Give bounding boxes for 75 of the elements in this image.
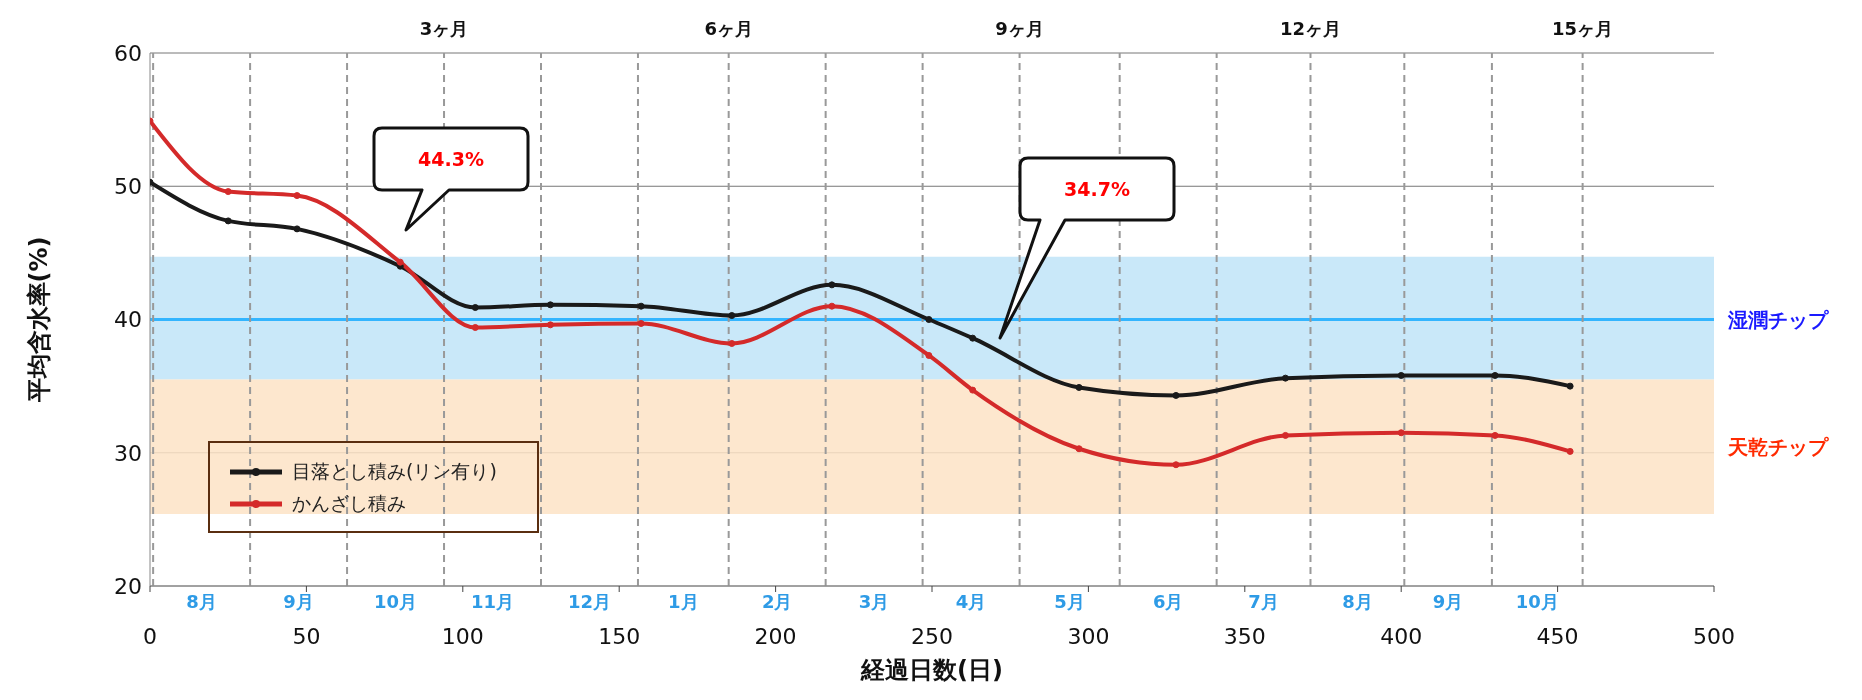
ref-line-label: 3ヶ月	[419, 18, 469, 39]
annotation: 34.7%	[1064, 178, 1130, 200]
text: 8月	[185, 590, 218, 614]
legend-label: 目落とし積み(リン有り)	[292, 459, 497, 484]
text: 11月	[470, 590, 516, 614]
annotation: 44.3%	[418, 148, 484, 170]
point	[471, 324, 479, 331]
y-tick-label: 40	[114, 307, 142, 333]
point	[546, 301, 554, 309]
point	[828, 281, 836, 289]
point	[1172, 461, 1180, 469]
text: 9月	[1431, 590, 1465, 614]
text: 10月	[1514, 590, 1560, 614]
point	[224, 217, 232, 225]
x-tick-label: 50	[292, 624, 321, 649]
legend-label: かんざし積み	[292, 491, 406, 516]
text: 12月	[566, 590, 612, 614]
text: 3月	[857, 590, 891, 614]
point	[1397, 371, 1405, 379]
point	[1172, 391, 1180, 399]
point	[471, 304, 479, 312]
point	[828, 302, 836, 310]
point	[1075, 383, 1083, 391]
x-tick-label: 450	[1536, 624, 1579, 649]
point	[396, 258, 404, 266]
x-tick-label: 0	[143, 624, 157, 649]
point	[1491, 431, 1499, 439]
text: 4月	[954, 590, 988, 614]
y-axis-title: 平均含水率(%)	[24, 236, 53, 404]
point	[969, 334, 977, 342]
band-label: 天乾チップ	[1727, 434, 1829, 459]
x-axis-title: 経過日数(日)	[860, 656, 1003, 684]
text: 9月	[282, 590, 315, 614]
x-tick-label: 300	[1067, 624, 1110, 649]
text: 7月	[1247, 590, 1280, 614]
ref-line-label: 6ヶ月	[704, 18, 753, 39]
text: 10月	[373, 590, 419, 614]
point	[925, 316, 933, 323]
point	[1281, 374, 1289, 382]
x-tick-label: 200	[754, 624, 797, 649]
ref-line-label: 湿潤チップ	[1727, 307, 1829, 332]
y-tick-label: 30	[114, 440, 142, 466]
x-tick-label: 350	[1223, 624, 1266, 649]
x-tick-label: 100	[441, 624, 484, 649]
text: 2月	[760, 590, 794, 614]
point	[728, 312, 736, 319]
point	[1397, 429, 1405, 437]
point	[637, 302, 645, 310]
x-tick-label: 500	[1693, 624, 1735, 649]
x-tick-label: 150	[598, 624, 641, 649]
point	[925, 351, 933, 359]
point	[1566, 447, 1574, 455]
point	[969, 386, 977, 394]
y-tick-label: 50	[114, 174, 142, 200]
point	[546, 321, 554, 329]
text: 5月	[1053, 590, 1086, 614]
point	[1566, 382, 1574, 390]
point	[1281, 431, 1289, 439]
text: 6月	[1151, 590, 1185, 614]
point	[1491, 371, 1499, 379]
ref-line-label: 9ヶ月	[995, 18, 1044, 39]
text: 8月	[1341, 590, 1374, 614]
point	[293, 225, 301, 233]
y-tick-label: 20	[114, 573, 142, 599]
ref-line-label: 12ヶ月	[1279, 18, 1342, 39]
point	[293, 192, 301, 200]
x-tick-label: 400	[1380, 624, 1423, 649]
x-tick-label: 250	[911, 624, 953, 649]
point	[728, 339, 736, 347]
text: 1月	[667, 590, 700, 614]
point	[1075, 445, 1083, 453]
point	[637, 320, 645, 327]
point	[224, 188, 232, 196]
y-tick-label: 60	[114, 40, 142, 66]
ref-line-label: 15ヶ月	[1552, 18, 1614, 39]
